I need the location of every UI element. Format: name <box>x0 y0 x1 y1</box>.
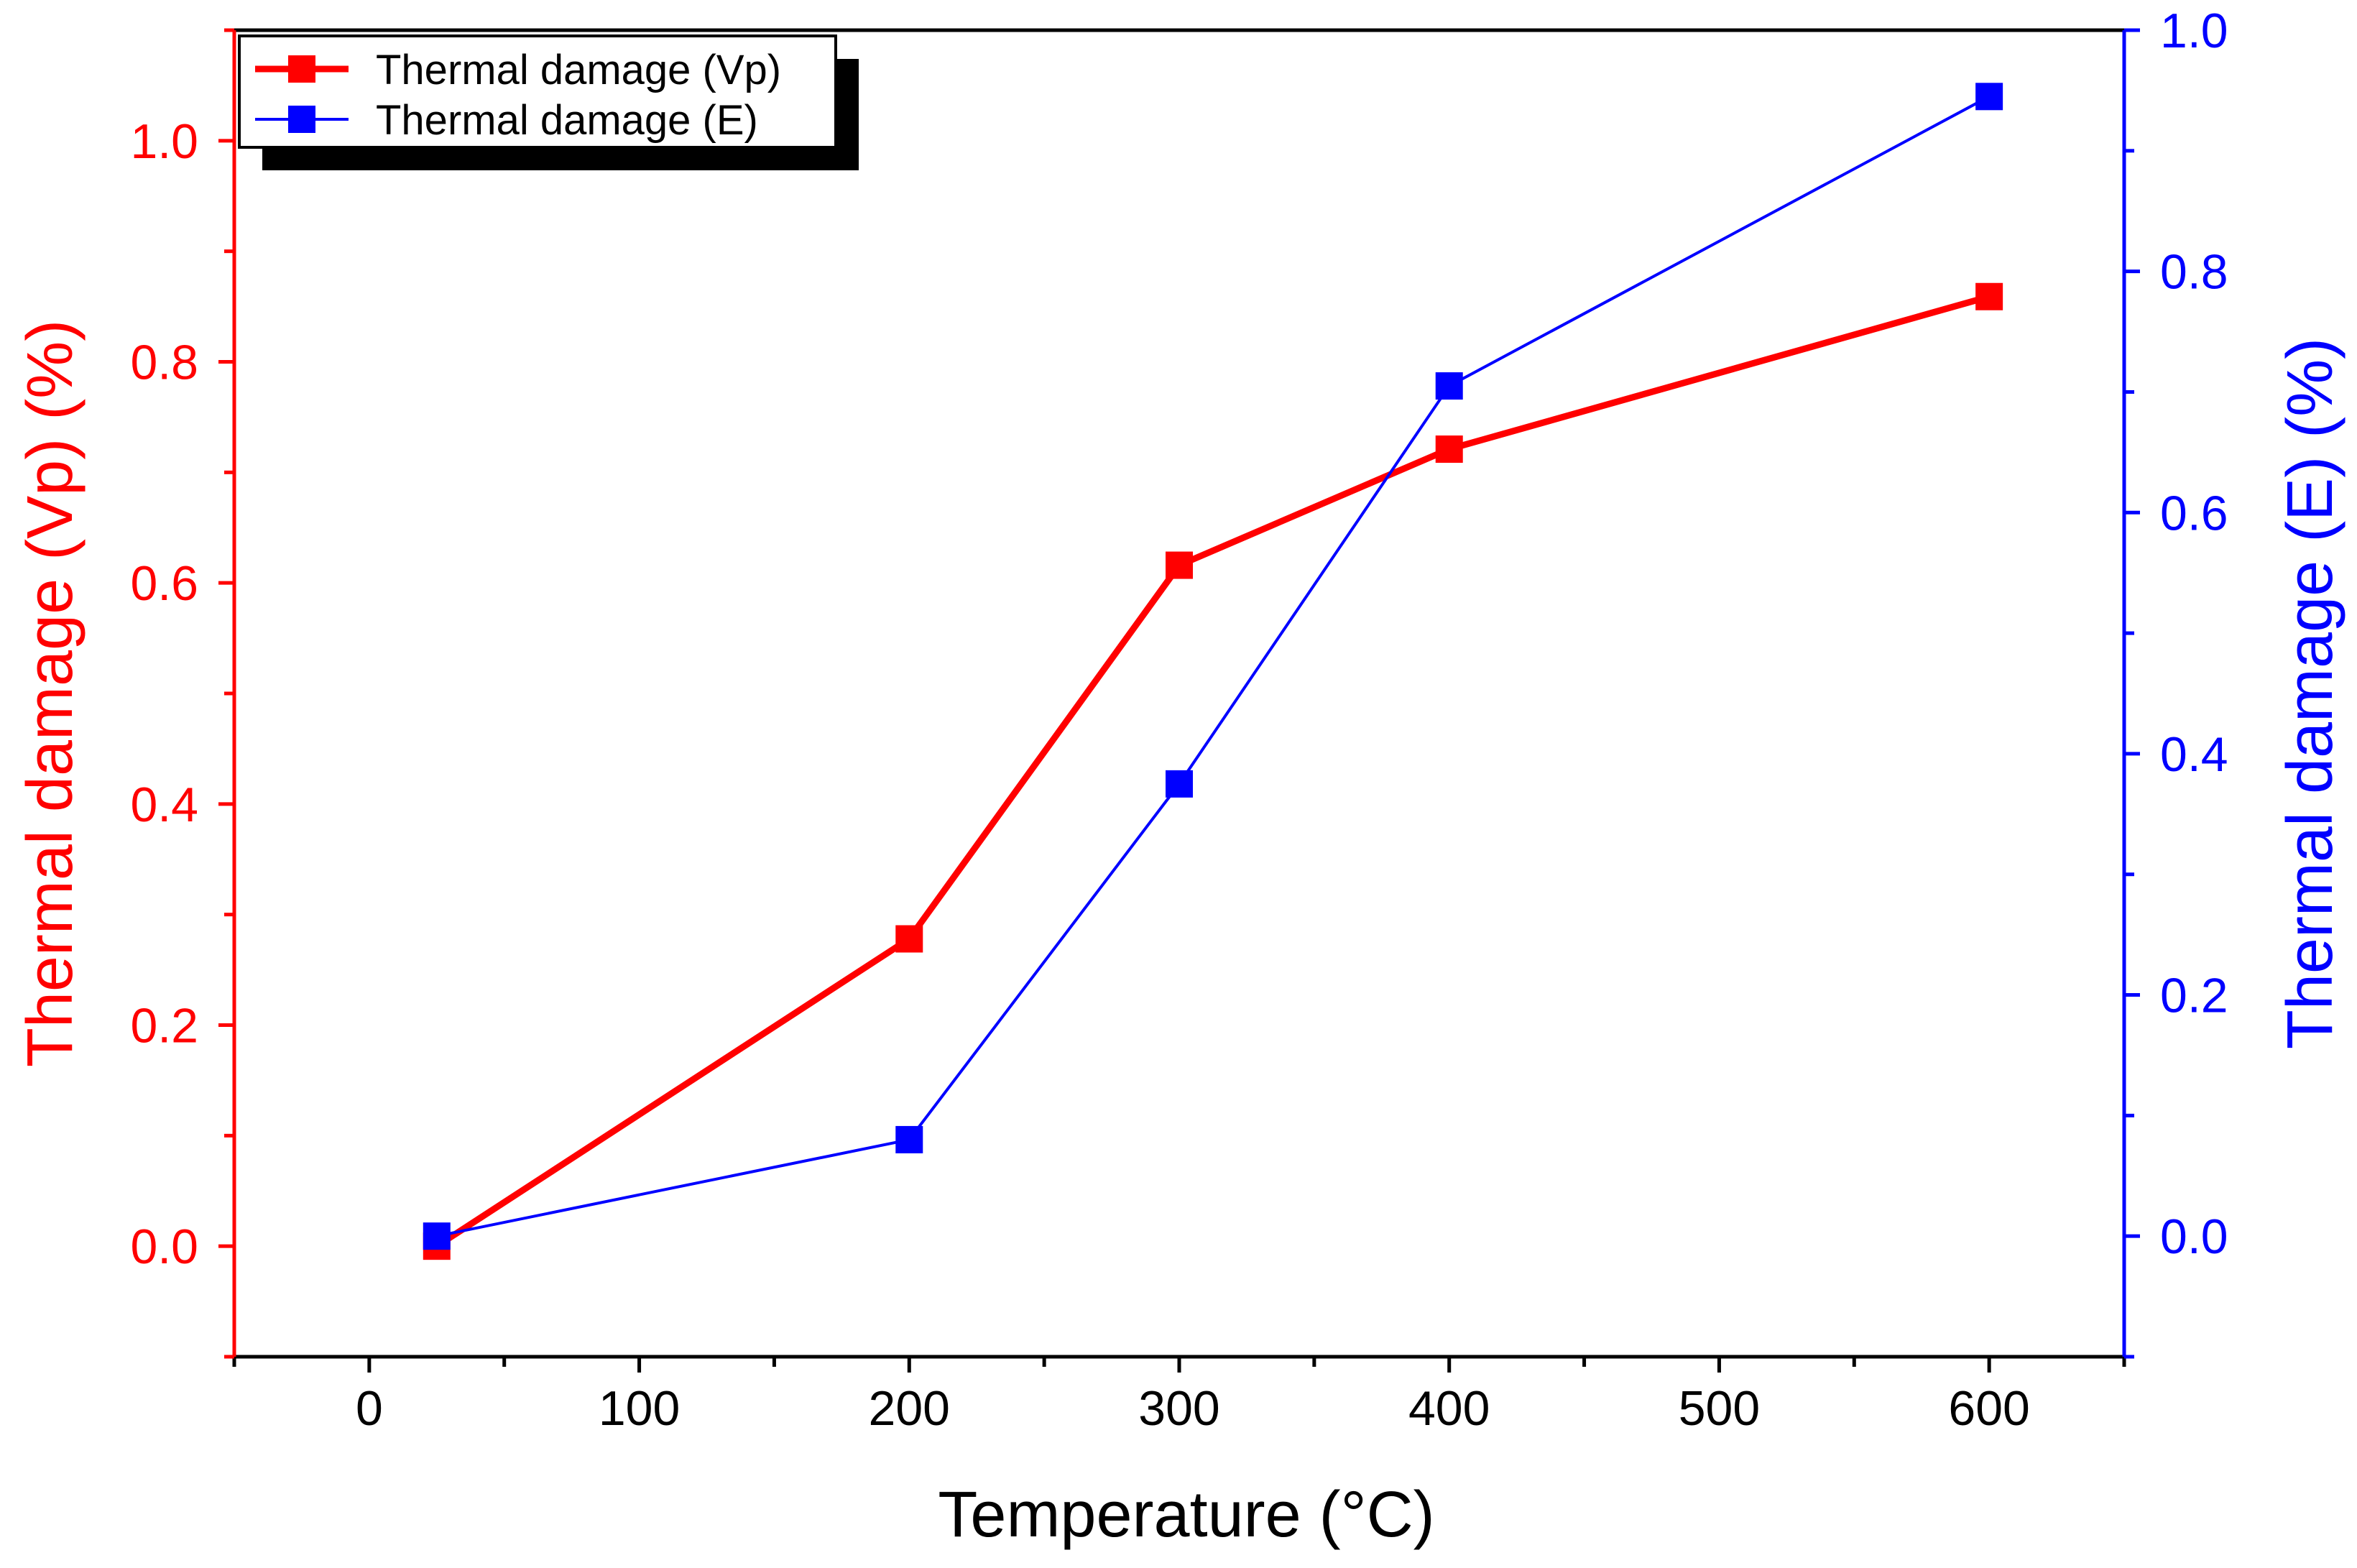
left-y-axis-title: Thermal damage (Vp) (%) <box>14 320 86 1067</box>
right-y-tick-label: 0.6 <box>2160 486 2228 540</box>
series-line-e <box>436 95 1991 1238</box>
legend-marker-e <box>288 106 315 133</box>
series-marker-vp <box>895 925 923 953</box>
series-line-vp <box>435 293 1991 1249</box>
right-y-tick-label: 0.2 <box>2160 969 2228 1023</box>
x-tick-label: 300 <box>1138 1381 1219 1436</box>
right-y-tick-label: 1.0 <box>2160 4 2228 58</box>
x-tick-label: 100 <box>599 1381 680 1436</box>
x-tick-label: 500 <box>1679 1381 1760 1436</box>
x-tick-label: 400 <box>1408 1381 1490 1436</box>
x-axis-title: Temperature (°C) <box>938 1479 1434 1551</box>
left-y-tick-label: 0.8 <box>130 336 198 390</box>
series-marker-vp <box>1435 435 1463 464</box>
series-marker-e <box>1975 83 2003 111</box>
x-tick-label: 0 <box>356 1381 383 1436</box>
left-y-tick-label: 1.0 <box>130 114 198 169</box>
right-y-axis-title: Thermal damage (E) (%) <box>2274 338 2346 1049</box>
legend-label-e: Thermal damage (E) <box>376 97 758 144</box>
series-marker-e <box>895 1125 923 1153</box>
series-marker-vp <box>1975 282 2003 310</box>
right-y-tick-label: 0.4 <box>2160 727 2228 782</box>
left-y-tick-label: 0.6 <box>130 556 198 611</box>
x-tick-label: 600 <box>1948 1381 2029 1436</box>
left-y-tick-label: 0.4 <box>130 778 198 832</box>
left-y-tick-label: 0.2 <box>130 999 198 1053</box>
right-y-tick-label: 0.0 <box>2160 1209 2228 1264</box>
legend-marker-vp <box>288 55 315 83</box>
legend-label-vp: Thermal damage (Vp) <box>376 47 781 93</box>
series-marker-vp <box>1166 551 1193 579</box>
series-marker-e <box>423 1222 451 1250</box>
legend-box <box>238 34 837 149</box>
right-y-tick-label: 0.8 <box>2160 245 2228 300</box>
series-marker-e <box>1166 770 1193 798</box>
x-tick-label: 200 <box>869 1381 950 1436</box>
series-marker-e <box>1435 372 1463 400</box>
left-y-tick-label: 0.0 <box>130 1219 198 1274</box>
